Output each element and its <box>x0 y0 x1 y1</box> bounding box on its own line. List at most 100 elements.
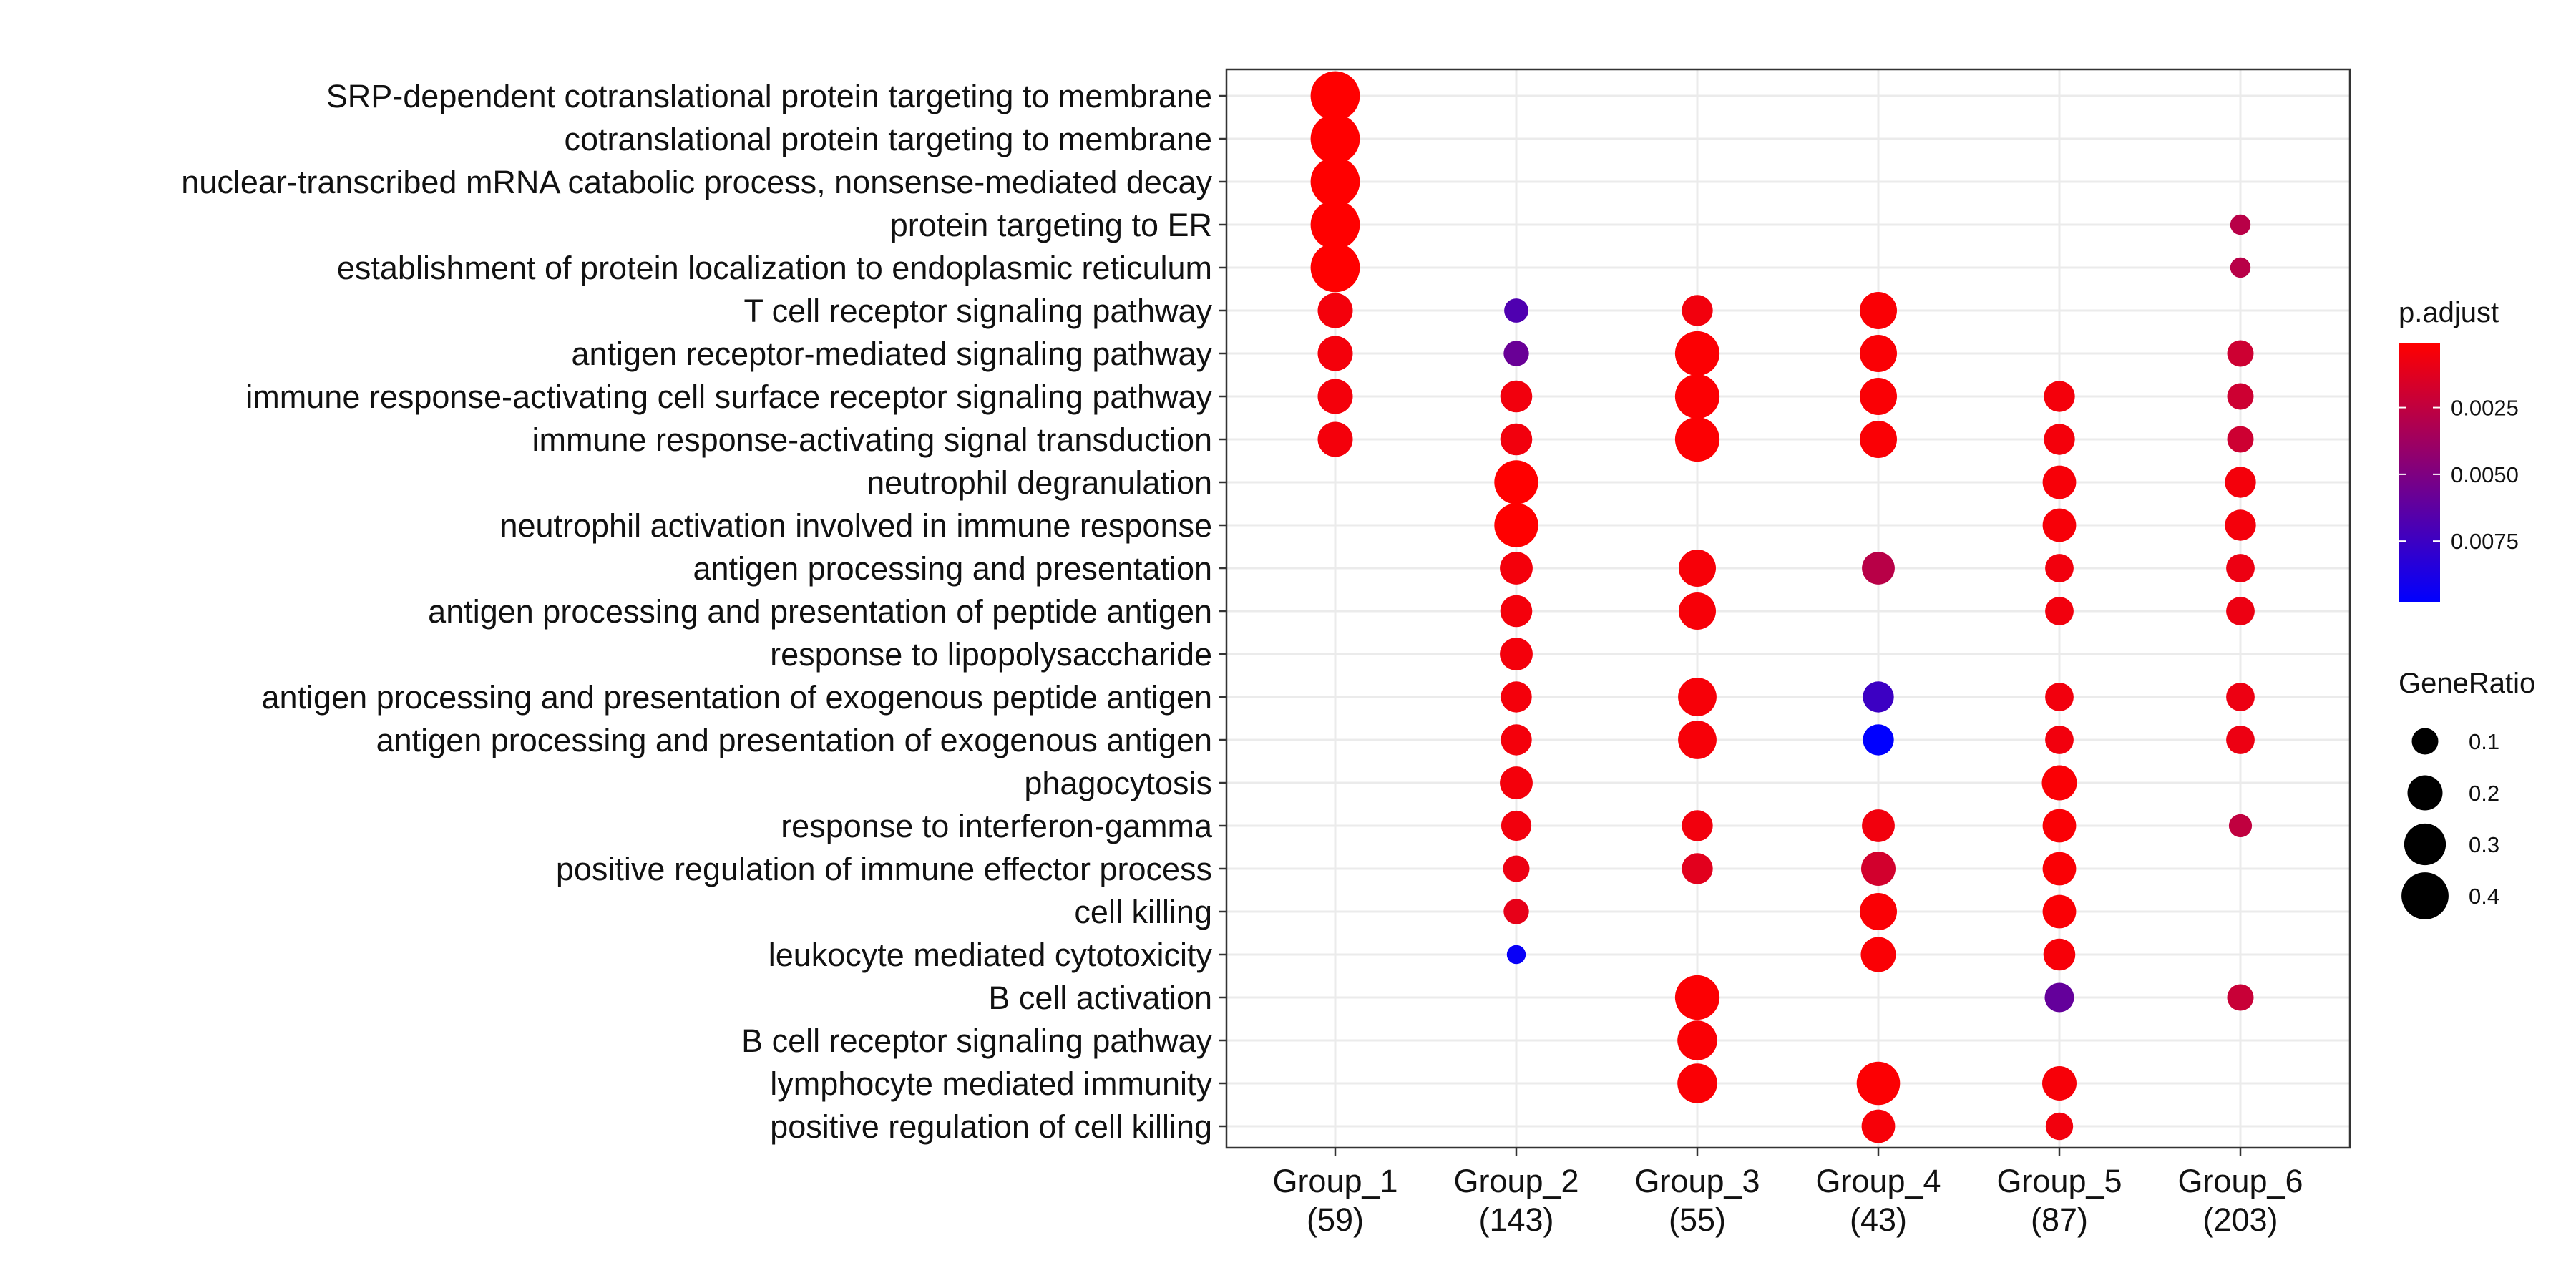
x-tick-label-group: Group_2 <box>1453 1163 1579 1199</box>
data-point <box>1310 114 1360 164</box>
data-point <box>1860 937 1896 972</box>
data-point <box>1677 1020 1717 1060</box>
data-point <box>1494 503 1538 547</box>
data-point <box>1860 378 1897 415</box>
data-point <box>1863 681 1894 713</box>
data-point <box>2230 257 2251 278</box>
y-tick-label: neutrophil degranulation <box>867 464 1212 501</box>
data-point <box>1501 681 1532 713</box>
size-legend-title: GeneRatio <box>2399 668 2535 699</box>
y-tick-label: positive regulation of immune effector p… <box>556 851 1212 887</box>
data-point <box>1678 678 1717 716</box>
data-point <box>2226 726 2255 754</box>
y-tick-label: response to interferon-gamma <box>781 808 1213 844</box>
data-point <box>1506 945 1526 965</box>
data-point <box>2045 554 2074 582</box>
x-tick-label-group: Group_5 <box>1996 1163 2122 1199</box>
data-point <box>1317 379 1353 414</box>
data-point <box>1862 809 1895 842</box>
data-point <box>1682 295 1713 326</box>
grid-lines <box>1226 69 2350 1148</box>
data-point <box>2227 383 2254 410</box>
data-point <box>2045 726 2074 754</box>
y-tick-label: B cell activation <box>988 980 1212 1016</box>
size-legend-label: 0.2 <box>2469 781 2499 806</box>
y-tick-label: B cell receptor signaling pathway <box>741 1023 1212 1059</box>
data-points <box>1310 71 2256 1143</box>
data-point <box>1674 416 1720 462</box>
size-legend-key <box>2404 823 2446 866</box>
data-point <box>1500 638 1533 670</box>
data-point <box>1856 1061 1901 1106</box>
data-point <box>2226 554 2255 582</box>
data-point <box>1860 421 1897 458</box>
y-tick-label: phagocytosis <box>1024 765 1212 801</box>
data-point <box>2225 467 2256 498</box>
data-point <box>1310 157 1360 207</box>
y-tick-label: nuclear-transcribed mRNA catabolic proce… <box>181 164 1212 200</box>
y-tick-label: immune response-activating cell surface … <box>245 379 1212 415</box>
x-tick-label-count: (143) <box>1478 1201 1553 1238</box>
data-point <box>1861 1109 1896 1143</box>
data-point <box>2044 982 2074 1013</box>
data-point <box>1310 243 1360 293</box>
data-point <box>1317 421 1353 457</box>
data-point <box>2042 1066 2077 1101</box>
data-point <box>1679 592 1716 630</box>
data-point <box>1674 331 1720 376</box>
data-point <box>1863 724 1894 756</box>
data-point <box>2044 381 2075 412</box>
data-point <box>2043 938 2076 971</box>
data-point <box>2225 509 2256 541</box>
x-tick-label-group: Group_6 <box>2177 1163 2303 1199</box>
y-tick-label: lymphocyte mediated immunity <box>770 1065 1212 1102</box>
data-point <box>1500 552 1533 585</box>
x-tick-label-count: (59) <box>1307 1201 1364 1238</box>
data-point <box>1674 975 1720 1020</box>
data-point <box>1310 71 1360 121</box>
data-point <box>2228 814 2253 838</box>
data-point <box>1503 341 1529 366</box>
y-tick-label: response to lipopolysaccharide <box>770 636 1212 673</box>
data-point <box>1500 766 1533 799</box>
data-point <box>2042 508 2077 542</box>
y-tick-label: neutrophil activation involved in immune… <box>499 507 1212 544</box>
data-point <box>1504 298 1528 323</box>
data-point <box>2042 894 2077 929</box>
color-legend-tick-label: 0.0050 <box>2451 462 2519 487</box>
data-point <box>1501 810 1532 841</box>
data-point <box>1861 852 1896 886</box>
y-tick-label: protein targeting to ER <box>890 207 1212 243</box>
size-legend-key <box>2411 728 2439 755</box>
y-tick-label: antigen receptor-mediated signaling path… <box>571 336 1212 372</box>
x-tick-label-count: (55) <box>1669 1201 1726 1238</box>
panel-border <box>1225 68 2351 1149</box>
data-point <box>1317 336 1353 371</box>
color-legend-tick-label: 0.0025 <box>2451 396 2519 421</box>
data-point <box>1860 292 1897 329</box>
data-point <box>1862 552 1895 585</box>
data-point <box>1501 724 1532 756</box>
x-tick-label-group: Group_3 <box>1634 1163 1760 1199</box>
data-point <box>1682 853 1713 884</box>
color-legend-tick-label: 0.0075 <box>2451 529 2519 554</box>
y-tick-label: cell killing <box>1074 894 1212 930</box>
x-axis: Group_1(59) Group_2(143) Group_3(55) Group_… <box>1272 1148 2303 1238</box>
y-tick-label: establishment of protein localization to… <box>337 250 1212 286</box>
data-point <box>2230 214 2251 235</box>
color-legend-bar <box>2399 343 2440 602</box>
x-tick-label-count: (87) <box>2031 1201 2088 1238</box>
y-axis: SRP-dependent cotranslational protein ta… <box>181 78 1226 1145</box>
data-point <box>2227 984 2254 1011</box>
data-point <box>1682 810 1713 841</box>
color-legend: p.adjust 0.0025 0.0050 0.0075 <box>2399 297 2519 602</box>
x-tick-label-group: Group_4 <box>1815 1163 1941 1199</box>
y-tick-label: SRP-dependent cotranslational protein ta… <box>326 78 1212 114</box>
data-point <box>1494 460 1538 504</box>
data-point <box>2045 683 2074 711</box>
data-point <box>1860 335 1897 372</box>
color-legend-title: p.adjust <box>2399 297 2499 328</box>
y-tick-label: antigen processing and presentation of e… <box>261 679 1212 716</box>
size-legend-label: 0.1 <box>2469 729 2499 754</box>
